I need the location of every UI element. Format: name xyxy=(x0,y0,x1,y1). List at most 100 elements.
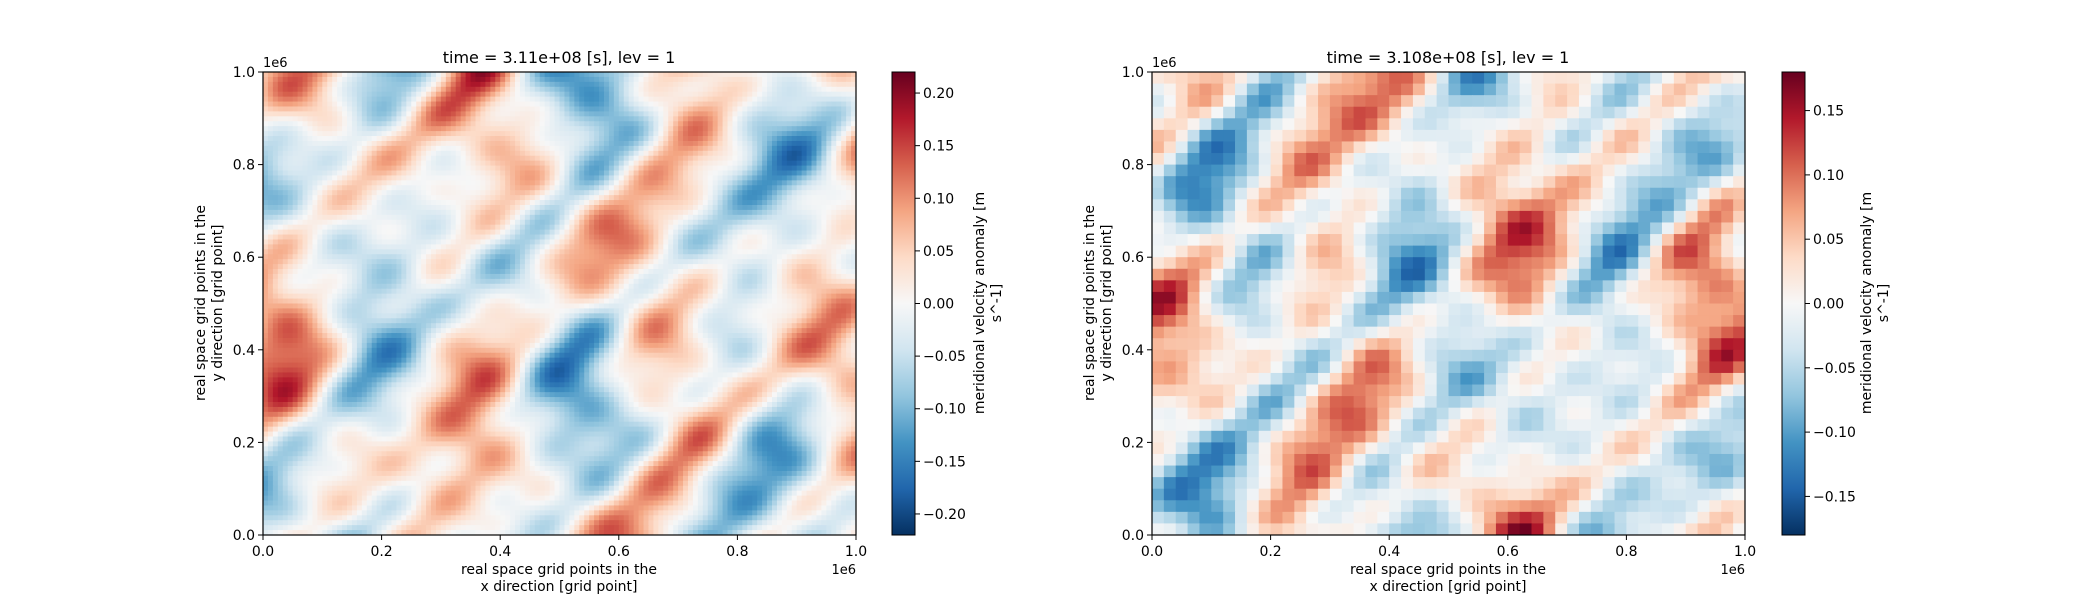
heatmap-cell xyxy=(727,131,734,137)
heatmap-cell xyxy=(411,190,417,196)
heatmap-cell xyxy=(386,195,393,201)
heatmap-cell xyxy=(510,165,516,172)
heatmap-cell xyxy=(589,136,595,142)
heatmap-cell xyxy=(791,200,798,206)
heatmap-cell xyxy=(371,185,378,191)
heatmap-cell xyxy=(608,140,615,147)
heatmap-cell xyxy=(297,121,304,127)
heatmap-cell xyxy=(549,264,556,270)
heatmap-cell xyxy=(569,239,575,245)
heatmap-cell xyxy=(846,126,852,132)
heatmap-cell xyxy=(811,155,818,162)
heatmap-cell xyxy=(500,96,506,103)
heatmap-cell xyxy=(846,200,852,206)
heatmap-cell xyxy=(297,136,304,142)
heatmap-cell xyxy=(702,101,709,108)
heatmap-cell xyxy=(846,214,852,221)
heatmap-cell xyxy=(603,190,610,196)
heatmap-cell xyxy=(549,140,556,147)
heatmap-cell xyxy=(282,170,289,177)
heatmap-cell xyxy=(539,273,546,280)
heatmap-cell xyxy=(500,106,506,113)
heatmap-cell xyxy=(816,136,823,142)
heatmap-cell xyxy=(263,121,269,127)
heatmap-cell xyxy=(529,91,536,98)
heatmap-cell xyxy=(841,91,847,98)
heatmap-cell xyxy=(796,254,803,260)
heatmap-cell xyxy=(668,190,674,196)
heatmap-cell xyxy=(584,229,590,236)
heatmap-cell xyxy=(801,214,808,221)
heatmap-cell xyxy=(351,72,358,78)
heatmap-cell xyxy=(539,214,546,221)
heatmap-cell xyxy=(549,204,556,211)
heatmap-cell xyxy=(376,136,383,142)
heatmap-cell xyxy=(771,131,778,137)
heatmap-cell xyxy=(445,155,452,162)
heatmap-cell xyxy=(292,81,299,88)
heatmap-cell xyxy=(480,160,486,167)
heatmap-cell xyxy=(811,195,818,201)
heatmap-cell xyxy=(475,180,482,186)
heatmap-cell xyxy=(816,170,823,177)
heatmap-cell xyxy=(678,76,684,83)
heatmap-cell xyxy=(549,254,556,260)
heatmap-cell xyxy=(846,244,852,250)
heatmap-cell xyxy=(673,106,679,113)
heatmap-cell xyxy=(712,195,719,201)
heatmap-cell xyxy=(707,204,714,211)
heatmap-cell xyxy=(544,214,551,221)
heatmap-cell xyxy=(752,264,758,270)
heatmap-cell xyxy=(658,195,664,201)
heatmap-cell xyxy=(529,150,536,157)
heatmap-cell xyxy=(707,136,714,142)
heatmap-cell xyxy=(396,106,402,113)
heatmap-cell xyxy=(386,86,393,93)
heatmap-cell xyxy=(613,204,620,211)
heatmap-cell xyxy=(821,136,827,142)
heatmap-cell xyxy=(342,72,348,78)
heatmap-cell xyxy=(628,106,635,113)
heatmap-cell xyxy=(406,269,412,275)
heatmap-cell xyxy=(361,180,368,186)
heatmap-cell xyxy=(717,269,724,275)
heatmap-cell xyxy=(574,81,580,88)
heatmap-cell xyxy=(584,116,590,122)
heatmap-cell xyxy=(594,195,600,201)
heatmap-cell xyxy=(702,81,709,88)
heatmap-cell xyxy=(603,165,610,172)
heatmap-cell xyxy=(263,234,269,241)
heatmap-cell xyxy=(515,214,521,221)
heatmap-cell xyxy=(762,269,768,275)
heatmap-cell xyxy=(697,170,704,177)
heatmap-cell xyxy=(776,116,783,122)
heatmap-cell xyxy=(505,219,511,226)
heatmap-cell xyxy=(396,81,402,88)
heatmap-cell xyxy=(811,229,818,236)
panel-1-heatmap xyxy=(263,72,856,535)
heatmap-cell xyxy=(539,180,546,186)
heatmap-cell xyxy=(312,175,318,181)
heatmap-cell xyxy=(752,101,758,108)
heatmap-cell xyxy=(421,273,427,280)
heatmap-cell xyxy=(821,259,827,265)
heatmap-cell xyxy=(376,234,383,241)
heatmap-cell xyxy=(757,214,763,221)
heatmap-cell xyxy=(440,101,447,108)
heatmap-cell xyxy=(529,81,536,88)
heatmap-cell xyxy=(643,204,650,211)
heatmap-cell xyxy=(524,131,531,137)
heatmap-cell xyxy=(554,200,561,206)
heatmap-cell xyxy=(673,234,679,241)
heatmap-cell xyxy=(826,190,832,196)
heatmap-cell xyxy=(505,170,511,177)
heatmap-cell xyxy=(455,150,462,157)
heatmap-cell xyxy=(757,249,763,255)
heatmap-cell xyxy=(282,259,289,265)
heatmap-cell xyxy=(683,72,689,78)
heatmap-cell xyxy=(450,155,457,162)
heatmap-cell xyxy=(361,86,368,93)
heatmap-cell xyxy=(707,200,714,206)
heatmap-cell xyxy=(569,86,575,93)
heatmap-cell xyxy=(594,86,600,93)
